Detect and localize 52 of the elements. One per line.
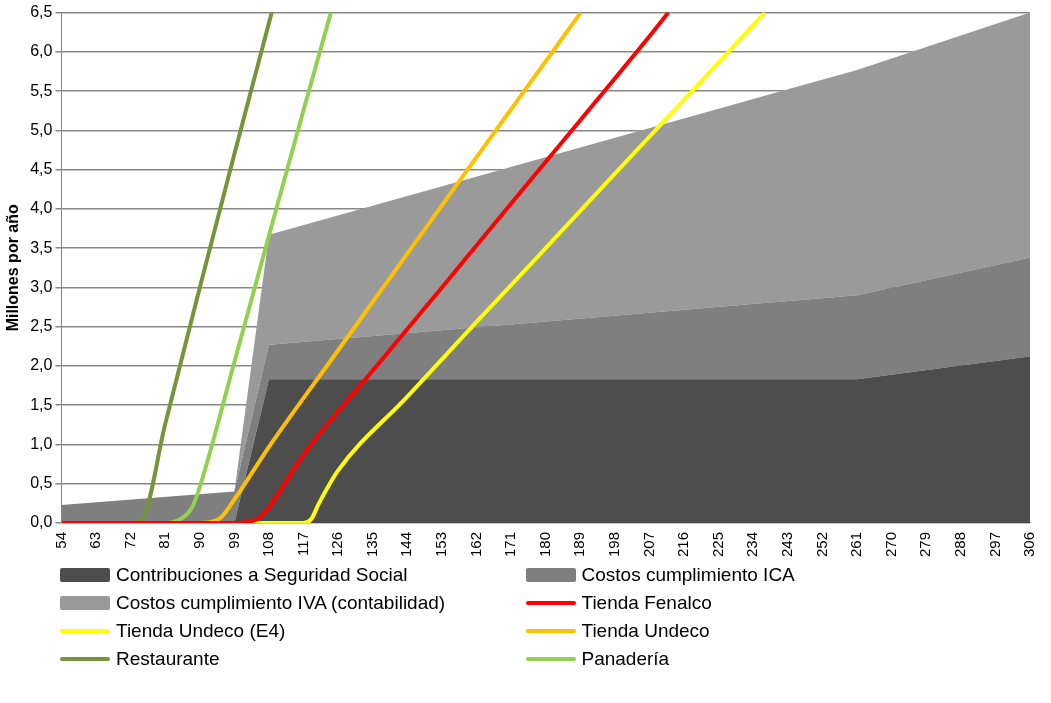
x-tick-label: 189 [570,531,588,557]
x-tick-label: 72 [120,531,138,549]
legend-label: Tienda Fenalco [581,592,712,614]
y-tick-label: 3,5 [30,238,53,256]
x-tick-label: 153 [432,531,450,557]
x-tick-label: 207 [639,531,657,557]
x-tick-label: 99 [224,531,242,549]
x-tick-label: 252 [812,531,830,557]
x-tick-label: 234 [743,531,761,557]
x-tick-label: 54 [51,531,69,549]
x-tick-label: 63 [86,531,104,549]
x-tick-label: 126 [328,531,346,557]
legend-label: Contribuciones a Seguridad Social [116,564,408,586]
y-tick-label: 3,0 [30,277,53,295]
x-tick-label: 90 [189,531,207,549]
y-tick-label: 4,0 [30,199,53,217]
y-tick-label: 5,0 [30,120,53,138]
y-tick-label: 0,0 [30,513,53,531]
y-tick-label: 1,0 [30,434,53,452]
y-tick-label: 1,5 [30,395,53,413]
legend-label: Panadería [581,648,670,670]
x-tick-label: 117 [293,531,311,556]
x-tick-label: 180 [535,531,553,557]
x-tick-label: 261 [847,531,865,557]
x-tick-label: 198 [605,531,623,557]
x-tick-label: 306 [1020,531,1038,557]
x-tick-label: 171 [501,531,519,557]
legend-label: Costos cumplimiento ICA [581,564,795,586]
x-tick-label: 135 [362,531,380,557]
y-tick-label: 2,5 [30,317,53,335]
x-tick-label: 225 [708,531,726,557]
legend-label: Tienda Undeco [581,620,710,642]
x-tick-label: 108 [259,531,277,557]
y-tick-label: 6,5 [30,3,53,21]
y-tick-label: 2,0 [30,356,53,374]
y-tick-label: 6,0 [30,42,53,60]
y-tick-label: 0,5 [30,474,53,492]
legend-label: Costos cumplimiento IVA (contabilidad) [116,592,446,614]
x-tick-label: 243 [778,531,795,557]
x-tick-label: 162 [466,531,484,557]
x-tick-label: 297 [985,531,1003,557]
legend-label: Tienda Undeco (E4) [116,620,286,642]
y-tick-label: 5,5 [30,81,53,99]
y-tick-label: 4,5 [30,160,53,178]
x-tick-label: 288 [950,531,968,557]
x-tick-label: 216 [674,531,692,557]
x-tick-label: 81 [155,531,173,549]
x-tick-label: 144 [397,531,415,557]
legend-label: Restaurante [116,648,220,670]
x-tick-label: 279 [916,531,934,557]
y-axis-title: Millones por año [4,204,22,332]
x-tick-label: 270 [881,531,899,557]
